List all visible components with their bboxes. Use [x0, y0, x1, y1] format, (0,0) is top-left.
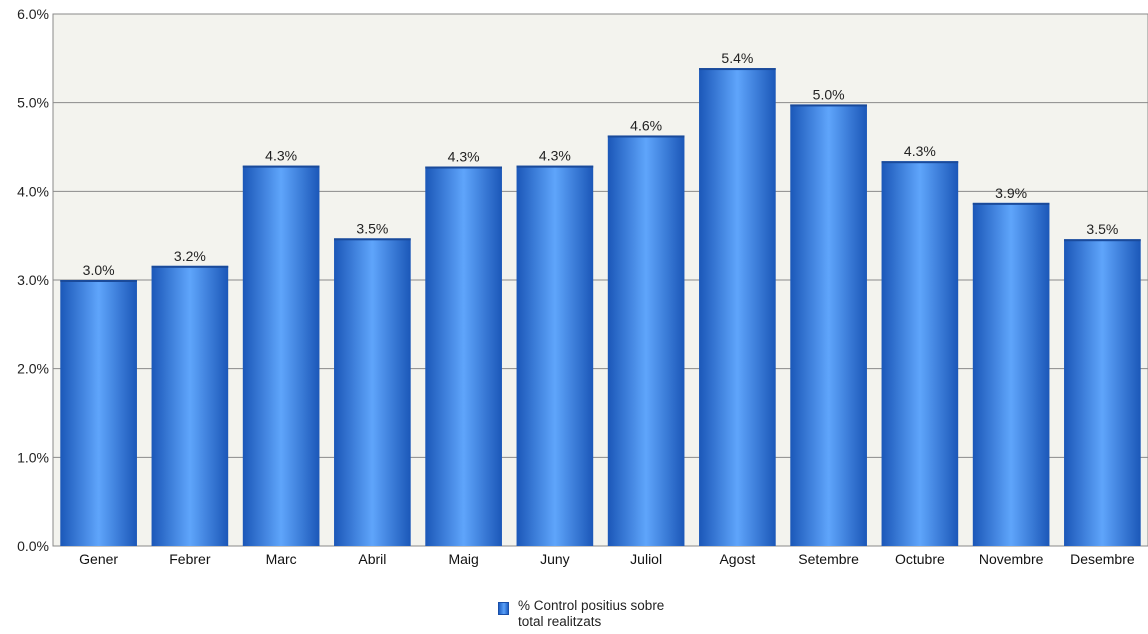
bar-chart: 0.0% 1.0% 2.0% 3.0% 4.0% 5.0% 6.0% 3.0% 3.2% 4.3… — [17, 6, 1148, 567]
y-tick-label: 6.0% — [17, 6, 49, 22]
data-label: 3.5% — [356, 220, 388, 236]
bar-top-edge — [242, 165, 320, 168]
data-label: 4.3% — [265, 148, 297, 164]
data-label: 3.2% — [174, 248, 206, 264]
bar — [242, 165, 320, 546]
x-tick-label: Febrer — [169, 551, 211, 567]
data-label: 4.3% — [539, 148, 571, 164]
x-tick-label: Marc — [266, 551, 297, 567]
bar — [699, 68, 776, 546]
legend-swatch — [498, 602, 509, 615]
x-tick-label: Setembre — [798, 551, 859, 567]
bar-top-edge — [425, 166, 502, 169]
data-label: 4.3% — [904, 143, 936, 159]
bar-top-edge — [334, 238, 411, 241]
x-tick-label: Agost — [719, 551, 755, 567]
bar-top-edge — [699, 68, 776, 71]
bar-top-edge — [881, 161, 959, 164]
legend-label: % Control positius sobre total realitzat… — [518, 598, 718, 630]
bar — [334, 238, 411, 546]
x-tick-label: Abril — [358, 551, 386, 567]
x-tick-label: Desembre — [1070, 551, 1135, 567]
data-label: 5.0% — [813, 86, 845, 102]
legend-label-line1: % Control positius sobre — [518, 598, 665, 613]
y-tick-label: 5.0% — [17, 95, 49, 111]
bar — [972, 202, 1050, 547]
y-axis: 0.0% 1.0% 2.0% 3.0% 4.0% 5.0% 6.0% — [17, 6, 49, 554]
bar — [881, 161, 959, 547]
y-tick-label: 2.0% — [17, 361, 49, 377]
data-label: 3.0% — [83, 262, 115, 278]
y-tick-label: 1.0% — [17, 449, 49, 465]
x-tick-label: Gener — [79, 551, 118, 567]
bar — [425, 166, 502, 547]
data-label: 3.5% — [1086, 221, 1118, 237]
x-tick-label: Novembre — [979, 551, 1044, 567]
y-tick-label: 3.0% — [17, 272, 49, 288]
x-axis: Gener Febrer Marc Abril Maig Juny Juliol Agost S… — [79, 551, 1135, 567]
x-tick-label: Juny — [540, 551, 570, 567]
bar — [1064, 239, 1141, 547]
bar-top-edge — [1064, 239, 1141, 242]
bar — [790, 104, 867, 546]
x-tick-label: Maig — [448, 551, 478, 567]
bar — [60, 280, 137, 546]
bar-top-edge — [151, 265, 229, 268]
bar — [516, 165, 594, 546]
bar-top-edge — [607, 135, 685, 138]
bars: 3.0% 3.2% 4.3% 3.5% 4.3% 4.3% 4.6% 5.4% 5.0% 4.3%… — [60, 50, 1141, 547]
x-tick-label: Juliol — [630, 551, 662, 567]
y-tick-label: 0.0% — [17, 538, 49, 554]
legend-label-line2: total realitzats — [518, 614, 602, 629]
data-label: 4.3% — [448, 149, 480, 165]
bar-top-edge — [516, 165, 594, 168]
y-tick-label: 4.0% — [17, 183, 49, 199]
legend: % Control positius sobre total realitzat… — [498, 598, 718, 630]
x-tick-label: Octubre — [895, 551, 945, 567]
bar-top-edge — [790, 104, 867, 107]
bar-top-edge — [60, 280, 137, 282]
data-label: 3.9% — [995, 185, 1027, 201]
gridlines — [53, 102, 1148, 458]
bar — [607, 135, 685, 546]
data-label: 4.6% — [630, 117, 662, 133]
bar — [151, 265, 229, 546]
data-label: 5.4% — [721, 50, 753, 66]
bar-top-edge — [972, 202, 1050, 205]
